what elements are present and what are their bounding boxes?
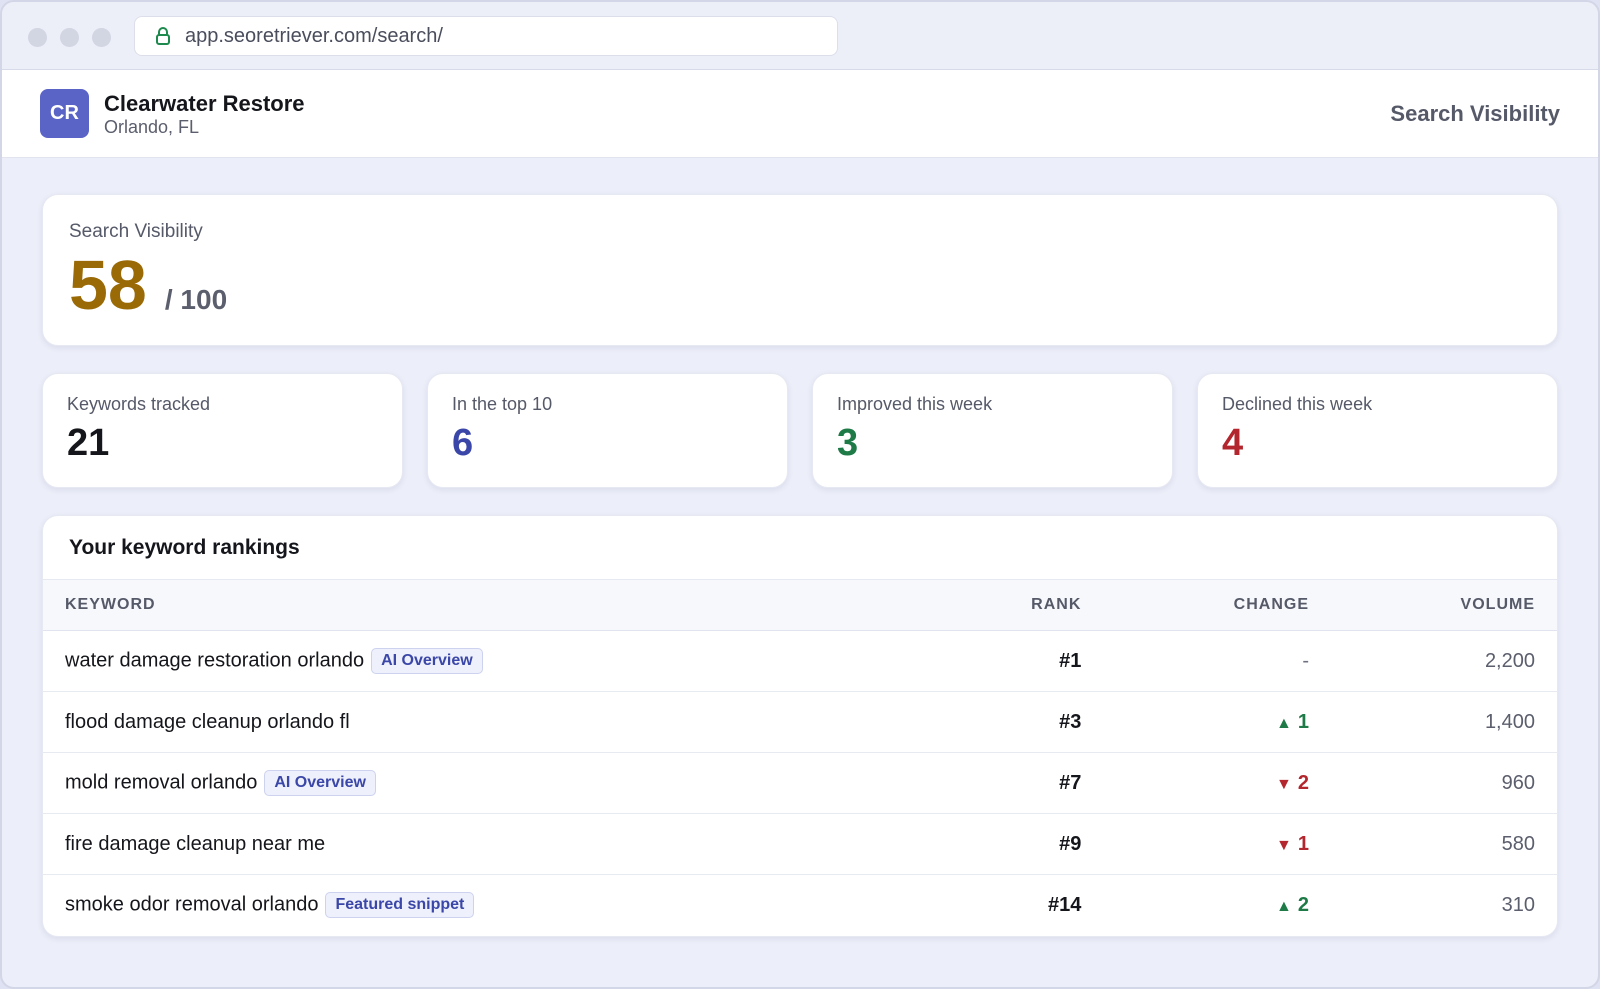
column-header-keyword[interactable]: KEYWORD [65,596,156,613]
stat-label: Declined this week [1222,394,1373,414]
score-total: / 100 [164,284,228,315]
change-cell: ▲ 2 [1103,875,1331,936]
stat-declined: Declined this week 4 [1197,373,1558,488]
stat-improved: Improved this week 3 [812,373,1173,488]
column-header-volume[interactable]: VOLUME [1460,596,1535,613]
keyword-cell: smoke odor removal orlando Featured snipp… [43,875,924,936]
stat-label: In the top 10 [452,394,553,414]
change-value: 2 [1297,771,1310,794]
change-value: 1 [1297,710,1310,733]
rankings-body: water damage restoration orlando AI Overv… [43,631,1557,936]
keyword-cell: fire damage cleanup near me [43,814,924,875]
volume-cell: 310 [1501,893,1535,916]
change-indicator: ▲ 2 [1276,894,1309,916]
score-label: Search Visibility [69,221,203,242]
score-row: 58 / 100 [69,245,1531,325]
window-minimize-dot[interactable] [60,28,79,47]
stat-value: 4 [1222,422,1244,464]
change-indicator: ▼ 1 [1276,833,1309,855]
table-row[interactable]: fire damage cleanup near me #9 ▼ 1 580 [43,814,1557,875]
arrow-up-icon: ▲ [1276,897,1292,915]
keyword-cell: water damage restoration orlando AI Overv… [43,631,924,692]
change-value: - [1302,649,1310,672]
stat-top-10: In the top 10 6 [427,373,788,488]
stat-label: Keywords tracked [67,394,211,414]
table-row[interactable]: flood damage cleanup orlando fl #3 ▲ 1 1,400 [43,692,1557,753]
change-value: 2 [1297,893,1310,916]
serp-feature-badge: Featured snippet [325,892,475,919]
stat-value: 3 [837,422,859,464]
url-text: app.seoretriever.com/search/ [185,24,443,47]
volume-cell: 2,200 [1484,649,1535,672]
keyword-text: mold removal orlando [65,771,258,794]
table-row[interactable]: mold removal orlando AI Overview #7 ▼ 2 960 [43,753,1557,814]
stat-value: 6 [452,422,474,464]
rank-cell: #1 [1059,649,1082,672]
keyword-cell: flood damage cleanup orlando fl [43,692,924,753]
change-cell: ▲ 1 [1103,692,1331,753]
visibility-score-card: Search Visibility 58 / 100 [42,194,1558,346]
score-value: 58 [69,246,147,324]
browser-chrome: app.seoretriever.com/search/ [2,2,1598,70]
change-cell: ▼ 1 [1103,814,1331,875]
keyword-text: flood damage cleanup orlando fl [65,710,350,733]
rank-cell: #7 [1059,771,1082,794]
rank-cell: #9 [1059,832,1082,855]
window-close-dot[interactable] [28,28,47,47]
change-cell: ▼ 2 [1103,753,1331,814]
business-avatar: CR [40,89,89,138]
rank-cell: #14 [1048,893,1082,916]
volume-cell: 960 [1501,771,1535,794]
keyword-text: fire damage cleanup near me [65,832,326,855]
arrow-up-icon: ▲ [1276,714,1292,732]
serp-feature-badge: AI Overview [371,648,483,674]
table-row[interactable]: smoke odor removal orlando Featured snipp… [43,875,1557,936]
business-info: Clearwater Restore Orlando, FL [104,91,305,137]
volume-cell: 580 [1501,832,1535,855]
rank-cell: #3 [1059,710,1082,733]
table-row[interactable]: water damage restoration orlando AI Overv… [43,631,1557,692]
rankings-title: Your keyword rankings [69,535,300,559]
address-bar[interactable]: app.seoretriever.com/search/ [134,16,838,56]
page-title: Search Visibility [1390,101,1560,126]
change-indicator: ▲ 1 [1276,711,1309,733]
change-cell: - [1103,631,1331,692]
business-location: Orlando, FL [104,116,200,137]
rankings-table: KEYWORD RANK CHANGE VOLUME water damage … [43,579,1557,936]
arrow-down-icon: ▼ [1276,836,1292,854]
stat-label: Improved this week [837,394,993,414]
business-name: Clearwater Restore [104,90,305,116]
table-header-row: KEYWORD RANK CHANGE VOLUME [43,579,1557,631]
change-indicator: ▼ 2 [1276,772,1309,794]
stats-row: Keywords tracked 21 In the top 10 6 Impr… [42,373,1558,488]
keyword-text: smoke odor removal orlando [65,893,319,916]
change-value: 1 [1297,832,1310,855]
arrow-down-icon: ▼ [1276,775,1292,793]
main-content: Search Visibility 58 / 100 Keywords trac… [2,158,1598,937]
keyword-cell: mold removal orlando AI Overview [43,753,924,814]
window-maximize-dot[interactable] [92,28,111,47]
app-header: CR Clearwater Restore Orlando, FL Search… [2,70,1598,158]
change-indicator: - [1302,650,1309,672]
column-header-change[interactable]: CHANGE [1233,596,1310,613]
serp-feature-badge: AI Overview [264,770,376,796]
keyword-rankings-card: Your keyword rankings KEYWORD RANK CHANG… [42,515,1558,937]
keyword-text: water damage restoration orlando [65,649,365,672]
stat-keywords-tracked: Keywords tracked 21 [42,373,403,488]
volume-cell: 1,400 [1484,710,1535,733]
column-header-rank[interactable]: RANK [1031,596,1082,613]
lock-icon [155,26,171,46]
stat-value: 21 [67,422,110,464]
